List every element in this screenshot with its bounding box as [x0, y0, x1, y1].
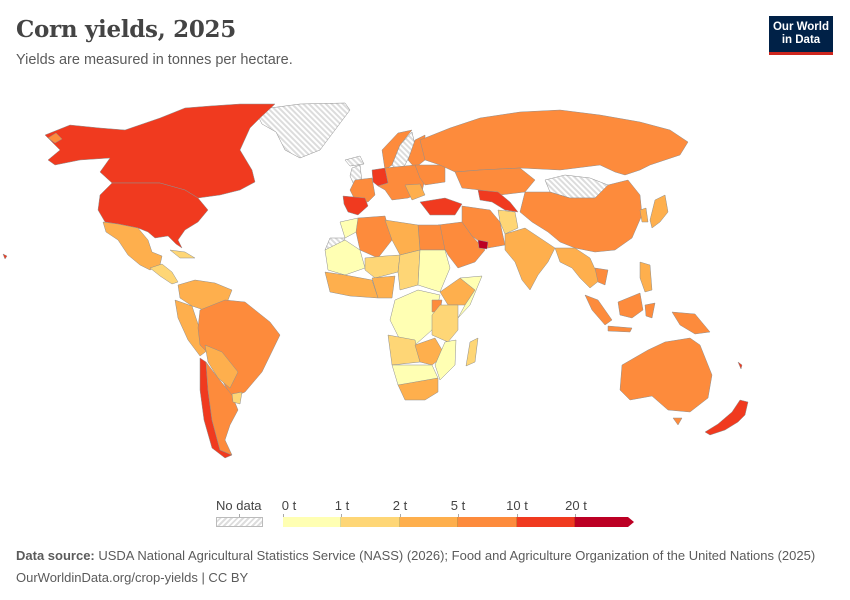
logo-line2: in Data: [781, 34, 821, 46]
chart-subtitle: Yields are measured in tonnes per hectar…: [16, 52, 293, 68]
region-kenya-tanzania[interactable]: [431, 304, 459, 343]
chart-title: Corn yields, 2025: [16, 16, 236, 43]
region-west-africa-coast[interactable]: [324, 271, 379, 299]
legend-no-data-tick: [239, 514, 240, 518]
legend-tick-5: [575, 514, 576, 518]
region-papua[interactable]: [671, 311, 711, 335]
region-bolivia[interactable]: [204, 344, 239, 389]
region-central-america[interactable]: [149, 263, 179, 285]
region-new-zealand[interactable]: [704, 399, 749, 436]
legend-label-0: 0 t: [281, 498, 297, 513]
region-new-caledonia[interactable]: [737, 361, 743, 370]
region-niger[interactable]: [364, 254, 401, 279]
region-china[interactable]: [519, 179, 643, 253]
region-chad[interactable]: [397, 249, 421, 291]
region-spain[interactable]: [342, 195, 369, 216]
region-russia[interactable]: [419, 109, 689, 176]
region-alaska-island[interactable]: [47, 132, 63, 144]
region-southeast-asia[interactable]: [554, 247, 601, 289]
region-dr-congo[interactable]: [389, 289, 441, 346]
region-sudan[interactable]: [417, 249, 451, 293]
legend-bin-10-20[interactable]: [517, 517, 575, 527]
region-philippines[interactable]: [639, 261, 653, 293]
region-indonesia-java[interactable]: [607, 325, 633, 333]
region-turkey[interactable]: [419, 197, 463, 216]
legend-tick-1: [341, 514, 342, 518]
legend-bin-0-1[interactable]: [283, 517, 341, 527]
legend-no-data-label: No data: [216, 498, 262, 513]
region-indonesia-sumatra[interactable]: [584, 294, 613, 326]
legend-bin-20-plus[interactable]: [575, 517, 628, 527]
legend-label-1: 1 t: [334, 498, 350, 513]
data-source-text: USDA National Agricultural Statistics Se…: [94, 548, 816, 563]
region-greenland[interactable]: [254, 102, 351, 159]
region-south-africa[interactable]: [397, 377, 439, 401]
region-japan[interactable]: [649, 194, 669, 229]
region-argentina[interactable]: [205, 361, 239, 456]
region-australia[interactable]: [619, 337, 713, 413]
region-uae[interactable]: [477, 239, 489, 250]
region-united-states[interactable]: [97, 182, 209, 249]
legend-label-5: 20 t: [565, 498, 587, 513]
region-korea[interactable]: [639, 207, 649, 223]
region-uzbekistan[interactable]: [477, 189, 519, 213]
region-sulawesi[interactable]: [644, 302, 656, 319]
region-india[interactable]: [504, 227, 556, 291]
legend-label-3: 5 t: [450, 498, 466, 513]
region-uruguay[interactable]: [231, 391, 243, 405]
legend-no-data-swatch[interactable]: [216, 517, 263, 527]
region-france[interactable]: [349, 177, 376, 203]
region-canada[interactable]: [44, 103, 276, 199]
region-kazakhstan[interactable]: [454, 167, 536, 196]
legend-tick-3: [458, 514, 459, 518]
footer-url[interactable]: OurWorldinData.org/crop-yields | CC BY: [16, 570, 249, 585]
region-mozambique[interactable]: [434, 339, 457, 381]
data-source: Data source: USDA National Agricultural …: [16, 548, 815, 563]
legend-tick-4: [517, 514, 518, 518]
region-brazil[interactable]: [197, 299, 281, 399]
owid-logo[interactable]: Our World in Data: [769, 16, 833, 55]
legend-bin-5-10[interactable]: [458, 517, 517, 527]
world-map: [0, 95, 850, 470]
region-cambodia[interactable]: [594, 267, 609, 286]
logo-line1: Our World: [772, 21, 829, 33]
region-madagascar[interactable]: [465, 337, 479, 367]
legend-label-2: 2 t: [392, 498, 408, 513]
region-borneo[interactable]: [617, 292, 644, 319]
region-cuba[interactable]: [169, 249, 196, 259]
legend-label-4: 10 t: [506, 498, 528, 513]
region-balkans[interactable]: [404, 183, 426, 201]
legend-tick-2: [400, 514, 401, 518]
data-source-label: Data source:: [16, 548, 95, 563]
legend-arrow-icon: [628, 517, 634, 527]
legend-bin-2-5[interactable]: [400, 517, 458, 527]
region-egypt[interactable]: [417, 224, 446, 251]
region-hawaii[interactable]: [2, 253, 8, 260]
region-tasmania[interactable]: [672, 417, 683, 426]
region-iceland[interactable]: [344, 155, 365, 167]
region-afghanistan[interactable]: [497, 209, 519, 235]
legend-tick-0: [283, 514, 284, 518]
legend-bin-1-2[interactable]: [341, 517, 400, 527]
map-legend: No data 0 t 1 t 2 t 5 t 10 t 20 t: [0, 496, 850, 530]
